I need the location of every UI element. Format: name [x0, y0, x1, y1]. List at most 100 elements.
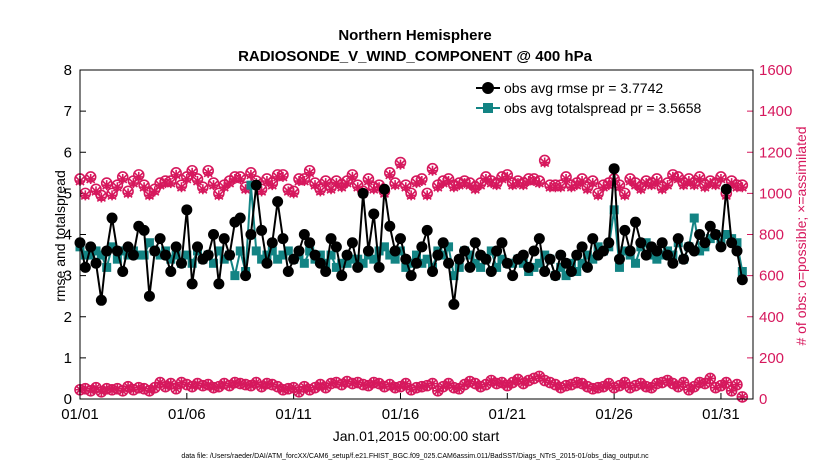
obs-assimilated-low-point — [379, 381, 390, 392]
spread-series-point — [518, 258, 528, 268]
obs-assimilated-low-point — [197, 380, 208, 391]
spread-series-point — [689, 213, 699, 223]
obs-assimilated-point — [507, 180, 518, 191]
obs-assimilated-point — [320, 178, 331, 189]
rmse-series-point — [437, 237, 449, 249]
y-tick-label: 5 — [64, 185, 72, 202]
obs-assimilated-low-point — [550, 379, 561, 390]
rmse-series-point — [320, 266, 332, 278]
obs-assimilated-point — [491, 180, 502, 191]
rmse-series-point — [517, 249, 529, 261]
obs-assimilated-low-point — [619, 377, 630, 388]
y-tick-label: 1 — [64, 350, 72, 367]
rmse-series-point — [624, 245, 636, 257]
obs-assimilated-point — [518, 180, 529, 191]
obs-assimilated-point — [502, 171, 513, 182]
obs-assimilated-point — [374, 182, 385, 193]
obs-assimilated-low-point — [710, 382, 721, 393]
obs-assimilated-low-point — [107, 384, 118, 395]
rmse-series-point — [656, 237, 668, 249]
rmse-series-point — [330, 241, 342, 253]
rmse-series-point — [95, 294, 107, 306]
rmse-series-point — [277, 233, 289, 245]
obs-assimilated-low-point — [315, 379, 326, 390]
rmse-series-point — [678, 253, 690, 265]
obs-assimilated-point — [293, 176, 304, 187]
spread-series-point — [209, 258, 219, 268]
rmse-series-point — [266, 237, 278, 249]
spread-series-point — [721, 230, 731, 239]
spread-series-point — [385, 250, 395, 260]
y-tick-label: 0 — [64, 391, 72, 408]
obs-assimilated-low-point — [374, 378, 385, 389]
obs-assimilated-low-point — [304, 384, 315, 395]
obs-assimilated-low-point — [731, 379, 742, 390]
spread-series-point — [251, 246, 261, 256]
obs-assimilated-point — [133, 171, 144, 182]
obs-assimilated-low-point — [310, 382, 321, 393]
y-axis-label-right: # of obs: o=possible; ×=assimilated — [793, 126, 809, 345]
y-right-tick-label: 400 — [759, 309, 784, 326]
obs-assimilated-point — [277, 171, 288, 182]
obs-assimilated-low-point — [128, 384, 139, 395]
obs-assimilated-point — [566, 182, 577, 193]
y-axis-label: rmse and totalspread — [52, 170, 68, 302]
spread-series-point — [705, 234, 715, 244]
obs-assimilated-point — [737, 182, 748, 193]
rmse-series-point — [79, 261, 91, 273]
spread-series-point — [476, 262, 486, 272]
rmse-series-point — [710, 229, 722, 240]
y-tick-label: 7 — [64, 103, 72, 120]
obs-assimilated-low-point — [486, 375, 497, 386]
obs-assimilated-point — [219, 182, 230, 193]
rmse-series-point — [202, 249, 214, 261]
obs-assimilated-low-point — [571, 377, 582, 388]
rmse-series-point — [443, 257, 455, 269]
obs-assimilated-low-point — [96, 386, 107, 397]
obs-assimilated-point — [641, 178, 652, 189]
rmse-series-point — [539, 266, 551, 278]
rmse-series-point — [240, 270, 252, 282]
obs-assimilated-low-point — [112, 383, 123, 394]
spread-series-point — [358, 258, 368, 268]
rmse-series-point — [688, 245, 700, 257]
obs-assimilated-point — [571, 180, 582, 191]
obs-assimilated-low-point — [251, 377, 262, 388]
rmse-series-point — [192, 241, 204, 253]
obs-assimilated-point — [288, 188, 299, 199]
obs-assimilated-low-point — [438, 381, 449, 392]
obs-assimilated-point — [165, 178, 176, 189]
x-tick-label: 01/06 — [168, 406, 206, 423]
obs-assimilated-low-point — [208, 382, 219, 393]
obs-assimilated-point — [432, 182, 443, 193]
rmse-series-point — [85, 241, 97, 253]
rmse-series-point — [394, 233, 406, 245]
rmse-series-point — [293, 245, 305, 257]
rmse-series-point — [234, 212, 246, 224]
obs-assimilated-point — [326, 184, 337, 195]
rmse-series-point — [368, 208, 380, 220]
rmse-series-point — [496, 237, 508, 249]
rmse-series-point — [373, 261, 385, 273]
rmse-series-point — [603, 237, 615, 249]
obs-assimilated-low-point — [133, 382, 144, 393]
obs-assimilated-point — [689, 180, 700, 191]
obs-assimilated-point — [299, 176, 310, 187]
obs-assimilated-point — [705, 178, 716, 189]
obs-assimilated-point — [619, 190, 630, 201]
obs-assimilated-low-point — [657, 377, 668, 388]
obs-assimilated-low-point — [454, 383, 465, 394]
x-tick-label: 01/21 — [489, 406, 527, 423]
obs-assimilated-low-point — [427, 378, 438, 389]
spread-series-point — [331, 262, 341, 272]
obs-assimilated-low-point — [518, 378, 529, 389]
spread-series-point — [96, 250, 106, 260]
obs-assimilated-low-point — [459, 379, 470, 390]
x-tick-label: 01/11 — [275, 406, 311, 423]
rmse-series-point — [667, 257, 679, 269]
spread-series-point — [652, 254, 662, 264]
rmse-series-point — [346, 237, 358, 249]
obs-assimilated-point — [149, 186, 160, 197]
y-right-tick-label: 1000 — [759, 185, 792, 202]
obs-assimilated-point — [336, 182, 347, 193]
